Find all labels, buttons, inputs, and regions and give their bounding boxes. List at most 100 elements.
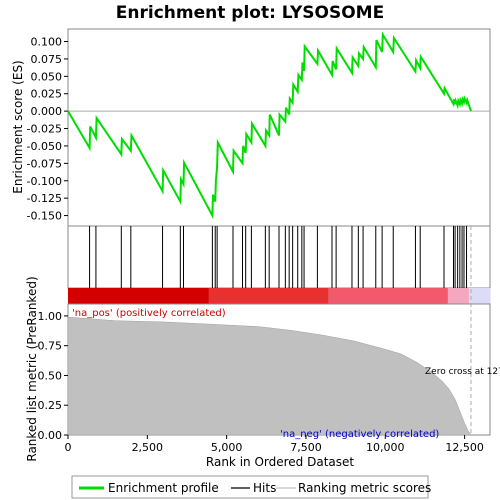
- heatbar-segment: [356, 288, 364, 304]
- es-y-label: Enrichment score (ES): [11, 60, 25, 193]
- heatbar-segment: [279, 288, 287, 304]
- heatbar-segment: [412, 288, 421, 304]
- es-y-tick-label: -0.100: [27, 175, 62, 188]
- heatbar-segment: [152, 288, 161, 304]
- heatbar-segment: [300, 288, 308, 304]
- heatbar-segment: [103, 288, 111, 304]
- heatbar-segment: [342, 288, 350, 304]
- x-tick-label: 7,500: [290, 441, 322, 454]
- es-y-tick-label: 0.000: [31, 105, 63, 118]
- heatbar-segment: [117, 288, 125, 304]
- metric-y-tick-label: 0.25: [38, 399, 63, 412]
- heatbar-segment: [236, 288, 245, 304]
- heatbar-segment: [482, 288, 491, 304]
- heatbar-segment: [405, 288, 414, 304]
- heatbar-segment: [96, 288, 104, 304]
- es-y-tick-label: 0.025: [31, 88, 63, 101]
- x-tick-label: 0: [65, 441, 72, 454]
- heatbar-segment: [349, 288, 357, 304]
- heatbar-segment: [328, 288, 336, 304]
- heatbar-segment: [398, 288, 407, 304]
- metric-y-label: Ranked list metric (PreRanked): [25, 276, 39, 461]
- heatbar-segment: [264, 288, 273, 304]
- es-y-tick-label: -0.075: [27, 157, 62, 170]
- legend-hits-label: Hits: [253, 481, 276, 495]
- heatbar-segment: [468, 288, 477, 304]
- es-y-tick-label: 0.075: [31, 53, 63, 66]
- es-y-tick-label: -0.025: [27, 123, 62, 136]
- heatbar-segment: [131, 288, 139, 304]
- heatbar-segment: [314, 288, 322, 304]
- heatbar-segment: [110, 288, 118, 304]
- heatbar-segment: [384, 288, 393, 304]
- metric-y-tick-label: 1.00: [38, 310, 63, 323]
- es-y-tick-label: -0.125: [27, 192, 62, 205]
- heatbar-segment: [419, 288, 428, 304]
- chart-title: Enrichment plot: LYSOSOME: [116, 3, 384, 23]
- heatbar-segment: [271, 288, 280, 304]
- heatbar-segment: [433, 288, 442, 304]
- heatbar-segment: [229, 288, 238, 304]
- metric-x-axis: 0 2,500 5,000 7,500 10,000 12,500: [65, 435, 484, 454]
- x-tick-label: 10,000: [366, 441, 405, 454]
- metric-y-tick-label: 0.75: [38, 340, 63, 353]
- heatbar-segment: [222, 288, 231, 304]
- heatbar-segment: [307, 288, 315, 304]
- heatbar-segment: [124, 288, 132, 304]
- heatbar-segment: [426, 288, 435, 304]
- heatbar-segment: [201, 288, 210, 304]
- es-y-tick-label: 0.050: [31, 70, 63, 83]
- es-y-axis: 0.100 0.075 0.050 0.025 0.000 -0.025 -0.050 -0.…: [27, 36, 68, 223]
- heatbar-segment: [68, 288, 76, 304]
- ranking-metric-area: [67, 316, 472, 436]
- heatbar-segment: [173, 288, 182, 304]
- heatbar-segment: [75, 288, 83, 304]
- zero-cross-label: Zero cross at 12700: [425, 367, 500, 377]
- heatbar-segment: [166, 288, 175, 304]
- negative-correlation-label: 'na_neg' (negatively correlated): [280, 429, 439, 440]
- heatbar-segment: [187, 288, 196, 304]
- es-y-tick-label: -0.050: [27, 140, 62, 153]
- heatbar-segment: [215, 288, 224, 304]
- heatbar-segment: [250, 288, 259, 304]
- positive-correlation-label: 'na_pos' (positively correlated): [72, 308, 226, 319]
- es-y-tick-label: 0.100: [31, 36, 63, 49]
- heatbar-segment: [377, 288, 386, 304]
- heatbar-segment: [335, 288, 343, 304]
- heatbar-segment: [194, 288, 203, 304]
- heatbar-segment: [138, 288, 146, 304]
- legend-metric-label: Ranking metric scores: [298, 481, 431, 495]
- heatbar-segment: [208, 288, 217, 304]
- ranking-heatbar: [68, 288, 491, 304]
- heatbar-segment: [286, 288, 294, 304]
- legend: [71, 475, 429, 499]
- heatbar-segment: [475, 288, 484, 304]
- heatbar-segment: [363, 288, 372, 304]
- metric-y-tick-label: 0.50: [38, 369, 63, 382]
- heatbar-segment: [454, 288, 463, 304]
- metric-y-axis: 0.00 0.25 0.50 0.75 1.00: [38, 310, 68, 442]
- enrichment-profile-line: [67, 31, 472, 220]
- heatbar-segment: [145, 288, 153, 304]
- heatbar-segment: [391, 288, 400, 304]
- heatbar-segment: [447, 288, 456, 304]
- heatbar-segment: [440, 288, 449, 304]
- heatbar-segment: [89, 288, 97, 304]
- heatbar-segment: [461, 288, 470, 304]
- legend-enrichment-label: Enrichment profile: [108, 481, 219, 495]
- x-tick-label: 2,500: [132, 441, 164, 454]
- heatbar-segment: [180, 288, 189, 304]
- heatbar-segment: [321, 288, 329, 304]
- x-axis-label: Rank in Ordered Dataset: [206, 455, 354, 469]
- metric-y-tick-label: 0.00: [38, 429, 63, 442]
- x-tick-label: 12,500: [445, 441, 484, 454]
- heatbar-segment: [257, 288, 266, 304]
- x-tick-label: 5,000: [211, 441, 243, 454]
- heatbar-segment: [243, 288, 252, 304]
- heatbar-segment: [293, 288, 301, 304]
- heatbar-segment: [82, 288, 90, 304]
- heatbar-segment: [370, 288, 379, 304]
- heatbar-segment: [159, 288, 168, 304]
- hits-group: [89, 226, 468, 288]
